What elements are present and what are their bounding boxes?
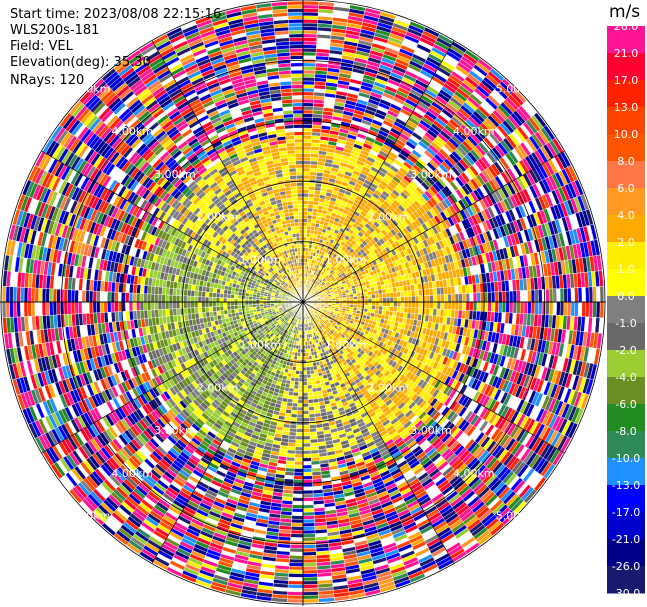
velocity-gate — [318, 1, 335, 7]
velocity-sectors — [1, 0, 605, 604]
